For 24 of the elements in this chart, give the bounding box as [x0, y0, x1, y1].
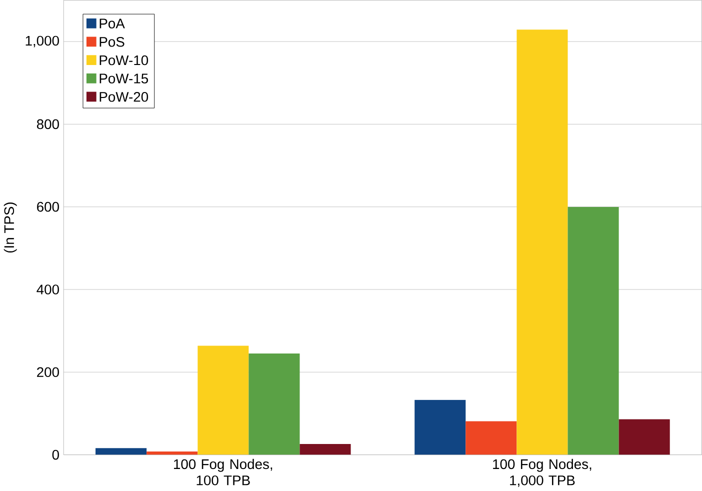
y-tick-label: 800	[36, 119, 59, 130]
legend-label: PoW-15	[100, 74, 148, 84]
legend-label: PoW-20	[100, 92, 148, 102]
bar	[466, 421, 517, 455]
bar	[414, 400, 466, 455]
y-tick-label: 600	[37, 202, 59, 212]
bar	[146, 452, 198, 455]
bar	[618, 419, 670, 455]
bar	[248, 354, 300, 455]
x-tick-label: 100 Fog Nodes, 100 TPB	[174, 458, 272, 486]
x-tick-label: 100 Fog Nodes, 1,000 TPB	[493, 458, 592, 488]
y-tick-label: 200	[37, 367, 59, 378]
bar	[96, 448, 147, 455]
y-axis-title: (In TPS)	[4, 202, 17, 253]
bar	[198, 346, 249, 455]
legend-label: PoS	[100, 37, 124, 47]
legend-label: PoA	[100, 18, 125, 29]
y-tick-label: 0	[52, 450, 59, 460]
y-tick-label: 400	[36, 284, 59, 295]
legend-label: PoW-10	[100, 55, 148, 66]
bar	[568, 206, 619, 455]
y-tick-label: 1,000	[26, 36, 59, 48]
bar	[300, 444, 351, 455]
bar	[516, 30, 568, 455]
